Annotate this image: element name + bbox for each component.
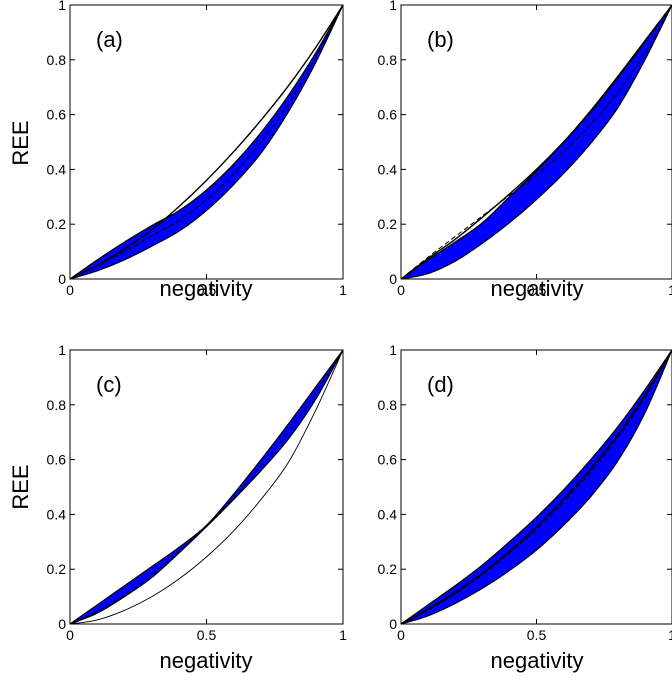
panel-c: (c) REE negativity 0 0.2 0.4 0.6 0.8 1 0 0.5 1 bbox=[8, 342, 347, 673]
xlabel-d: negativity bbox=[491, 648, 584, 673]
xtick-label-c: 0.5 bbox=[197, 627, 217, 643]
xtick-label-b: 1 bbox=[668, 282, 672, 298]
dashed-curve-a bbox=[69, 4, 344, 280]
ytick-label-d: 0.8 bbox=[378, 397, 398, 413]
ytick-label-a: 0.6 bbox=[47, 107, 67, 123]
ytick-label-a: 1 bbox=[58, 0, 66, 13]
ytick-label-a: 0 bbox=[58, 271, 66, 287]
xlabel-c: negativity bbox=[160, 648, 253, 673]
xlabel-b: negativity bbox=[491, 276, 584, 301]
reference-curve-d bbox=[400, 349, 672, 625]
xtick-label-b: 0 bbox=[397, 282, 405, 298]
ytick-label-b: 1 bbox=[389, 0, 397, 13]
xtick-label-a: 1 bbox=[339, 282, 347, 298]
region-band-b bbox=[400, 4, 672, 280]
panel-a: (a) REE negativity 0 0.2 0.4 0.6 0.8 1 0 0.5 1 bbox=[8, 0, 347, 301]
dashed-curve-c bbox=[69, 349, 344, 625]
panel-label-d: (d) bbox=[427, 372, 454, 397]
xtick-label-b: 0.5 bbox=[527, 282, 547, 298]
ytick-label-b: 0 bbox=[389, 271, 397, 287]
ytick-label-c: 0.6 bbox=[47, 452, 67, 468]
ytick-label-b: 0.2 bbox=[378, 216, 398, 232]
ytick-label-c: 0.4 bbox=[47, 506, 67, 522]
dashed-curve-b bbox=[400, 4, 672, 280]
panel-label-b: (b) bbox=[427, 27, 454, 52]
xtick-label-d: 1 bbox=[668, 627, 672, 643]
ytick-label-d: 0 bbox=[389, 616, 397, 632]
xlabel-a: negativity bbox=[160, 276, 253, 301]
xtick-label-c: 1 bbox=[339, 627, 347, 643]
ylabel-c: REE bbox=[8, 464, 33, 509]
ytick-label-d: 0.4 bbox=[378, 506, 398, 522]
xtick-label-d: 0.5 bbox=[527, 627, 547, 643]
ytick-label-a: 0.2 bbox=[47, 216, 67, 232]
panel-d: (d) negativity 0 0.2 0.4 0.6 0.8 1 0 0.5 1 bbox=[378, 342, 672, 673]
ytick-label-d: 0.6 bbox=[378, 452, 398, 468]
ytick-label-b: 0.4 bbox=[378, 161, 398, 177]
ytick-label-c: 0.2 bbox=[47, 561, 67, 577]
reference-curve-a bbox=[69, 4, 344, 280]
ytick-label-a: 0.8 bbox=[47, 52, 67, 68]
xtick-label-c: 0 bbox=[66, 627, 74, 643]
ytick-label-a: 0.4 bbox=[47, 161, 67, 177]
xtick-label-d: 0 bbox=[397, 627, 405, 643]
ytick-label-d: 0.2 bbox=[378, 561, 398, 577]
ylabel-a: REE bbox=[8, 120, 33, 165]
dashed-curve-d bbox=[400, 349, 672, 625]
xtick-label-a: 0 bbox=[66, 282, 74, 298]
xtick-label-a: 0.5 bbox=[197, 282, 217, 298]
panel-label-a: (a) bbox=[96, 27, 123, 52]
ytick-label-c: 1 bbox=[58, 342, 66, 358]
reference-curve-b bbox=[400, 4, 672, 280]
ytick-label-c: 0.8 bbox=[47, 397, 67, 413]
ytick-label-b: 0.6 bbox=[378, 107, 398, 123]
ytick-label-d: 1 bbox=[389, 342, 397, 358]
panel-b: (b) negativity 0 0.2 0.4 0.6 0.8 1 0 0.5 1 bbox=[378, 0, 672, 301]
reference-curve-c bbox=[69, 349, 344, 625]
ytick-label-b: 0.8 bbox=[378, 52, 398, 68]
ytick-label-c: 0 bbox=[58, 616, 66, 632]
panel-label-c: (c) bbox=[96, 372, 122, 397]
